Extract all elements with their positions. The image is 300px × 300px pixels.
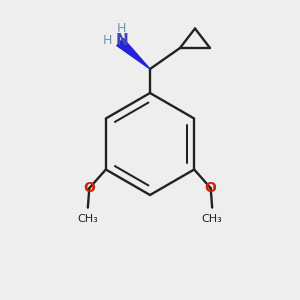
Polygon shape bbox=[117, 38, 150, 69]
Text: N: N bbox=[115, 33, 128, 48]
Text: H: H bbox=[117, 22, 126, 35]
Text: H: H bbox=[102, 34, 112, 47]
Text: O: O bbox=[83, 181, 95, 195]
Text: O: O bbox=[205, 181, 217, 195]
Text: CH₃: CH₃ bbox=[77, 214, 98, 224]
Text: CH₃: CH₃ bbox=[202, 214, 223, 224]
Text: O: O bbox=[87, 216, 88, 217]
